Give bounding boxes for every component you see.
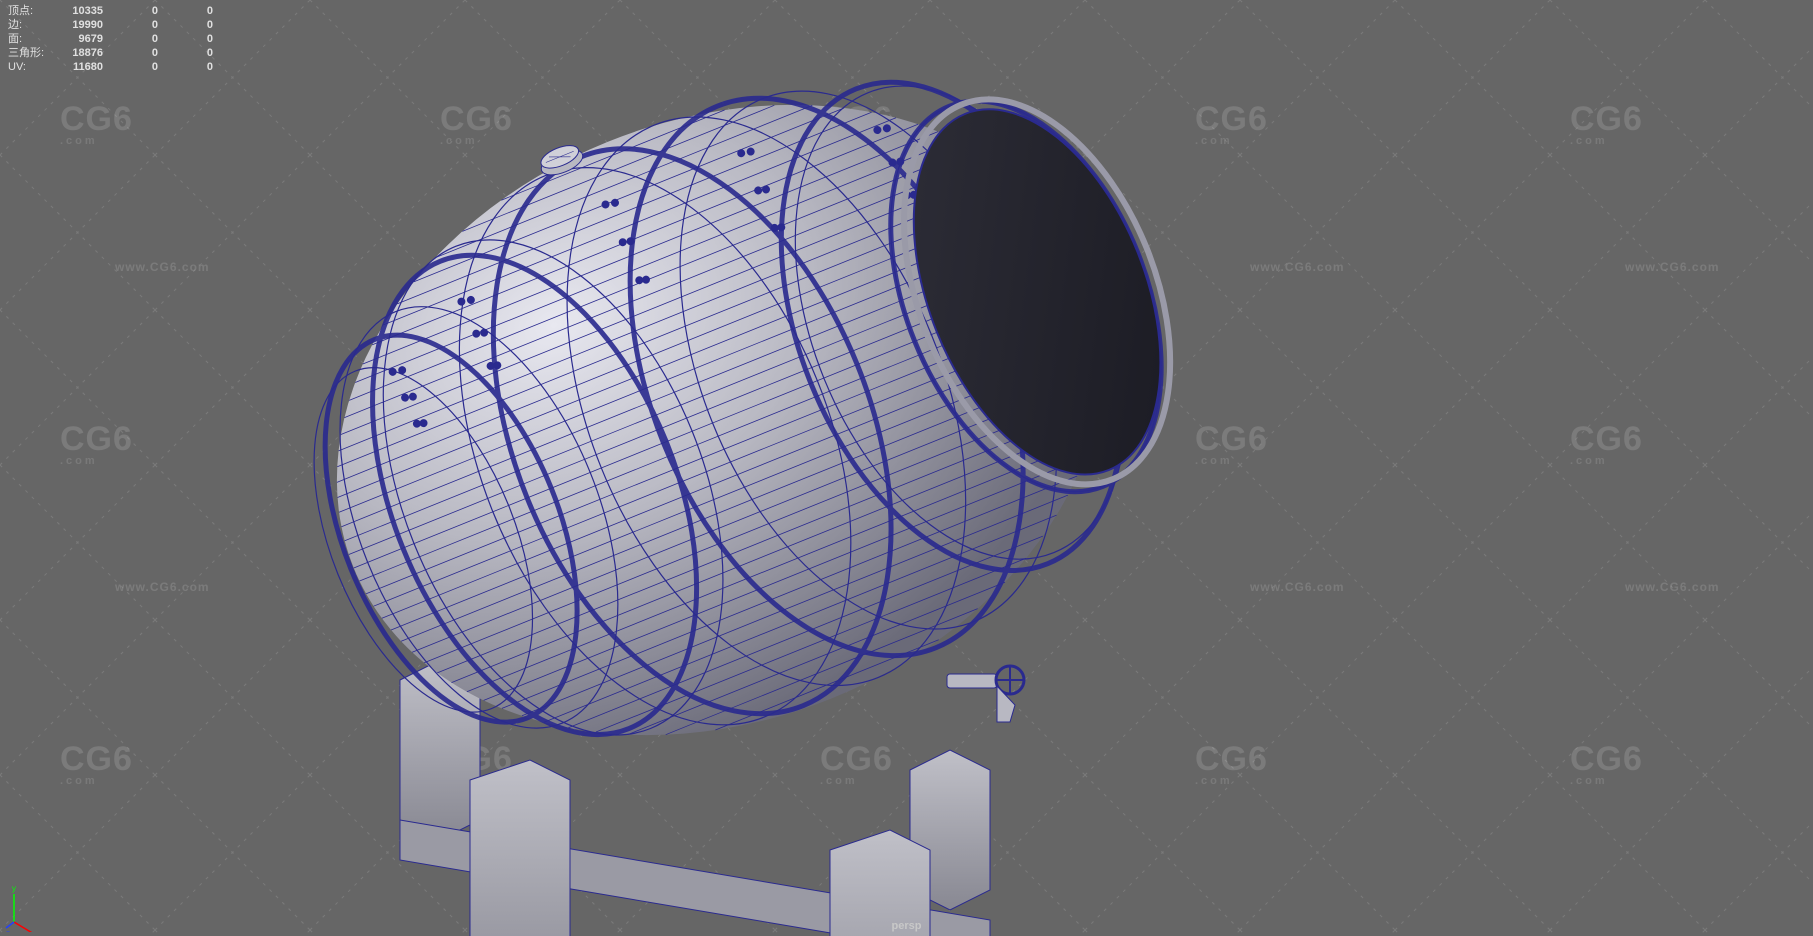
stats-value: 0 xyxy=(103,46,158,60)
watermark-logo: CG6.com xyxy=(1195,100,1268,147)
watermark-logo: CG6.com xyxy=(60,740,133,787)
axis-x-label: x xyxy=(36,931,40,932)
watermark-url: www.CG6.com xyxy=(1625,260,1720,274)
viewport[interactable]: CG6.com CG6.com CG6.com CG6.com CG6.com CG6.c… xyxy=(0,0,1813,936)
stats-value: 0 xyxy=(158,4,213,18)
barrel-tap xyxy=(947,666,1024,722)
stats-value: 0 xyxy=(158,46,213,60)
watermark-logo: CG6.com xyxy=(1570,100,1643,147)
watermark-logo: CG6.com xyxy=(1570,420,1643,467)
watermark-logo: CG6.com xyxy=(440,740,513,787)
axis-z-label: z xyxy=(6,929,10,932)
watermark-logo: CG6.com xyxy=(820,740,893,787)
watermark-url: www.CG6.com xyxy=(1250,260,1345,274)
stats-row: 三角形:1887600 xyxy=(8,46,213,60)
stats-row: 顶点:1033500 xyxy=(8,4,213,18)
watermark-logo: CG6.com xyxy=(440,420,513,467)
stats-value: 0 xyxy=(158,32,213,46)
watermark-url: www.CG6.com xyxy=(495,260,590,274)
watermark-logo: CG6.com xyxy=(820,100,893,147)
watermark-logo: CG6.com xyxy=(1195,420,1268,467)
watermark-url: www.CG6.com xyxy=(115,580,210,594)
stats-row: 边:1999000 xyxy=(8,18,213,32)
stats-value: 0 xyxy=(103,4,158,18)
stats-value: 18876 xyxy=(48,46,103,60)
stats-label: 边: xyxy=(8,18,48,32)
watermark-url: www.CG6.com xyxy=(115,260,210,274)
stats-label: 三角形: xyxy=(8,46,48,60)
stats-value: 19990 xyxy=(48,18,103,32)
watermark-logo: CG6.com xyxy=(1570,740,1643,787)
stats-value: 0 xyxy=(103,18,158,32)
stats-value: 11680 xyxy=(48,60,103,74)
watermark-url: www.CG6.com xyxy=(1625,580,1720,594)
viewport-grid xyxy=(0,0,1813,936)
stats-value: 9679 xyxy=(48,32,103,46)
watermark-url: www.CG6.com xyxy=(870,580,965,594)
camera-label: persp xyxy=(892,920,922,932)
stats-value: 10335 xyxy=(48,4,103,18)
stats-value: 0 xyxy=(103,60,158,74)
watermark-logo: CG6.com xyxy=(60,100,133,147)
watermark-url: www.CG6.com xyxy=(495,580,590,594)
axis-gizmo: y x z xyxy=(4,882,54,932)
axis-y-label: y xyxy=(12,884,16,893)
stats-label: 顶点: xyxy=(8,4,48,18)
stats-row: UV:1168000 xyxy=(8,60,213,74)
stand xyxy=(400,660,990,936)
poly-stats-panel: 顶点:1033500边:1999000面:967900三角形:1887600UV… xyxy=(8,4,213,74)
stats-row: 面:967900 xyxy=(8,32,213,46)
stats-label: 面: xyxy=(8,32,48,46)
watermark-logo: CG6.com xyxy=(820,420,893,467)
barrel-model xyxy=(0,0,1813,936)
watermark-url: www.CG6.com xyxy=(1250,580,1345,594)
watermark-logo: CG6.com xyxy=(60,420,133,467)
watermark-logo: CG6.com xyxy=(1195,740,1268,787)
watermark-url: www.CG6.com xyxy=(870,260,965,274)
stats-label: UV: xyxy=(8,60,48,74)
stats-value: 0 xyxy=(158,60,213,74)
stats-value: 0 xyxy=(103,32,158,46)
stats-value: 0 xyxy=(158,18,213,32)
watermark-logo: CG6.com xyxy=(440,100,513,147)
